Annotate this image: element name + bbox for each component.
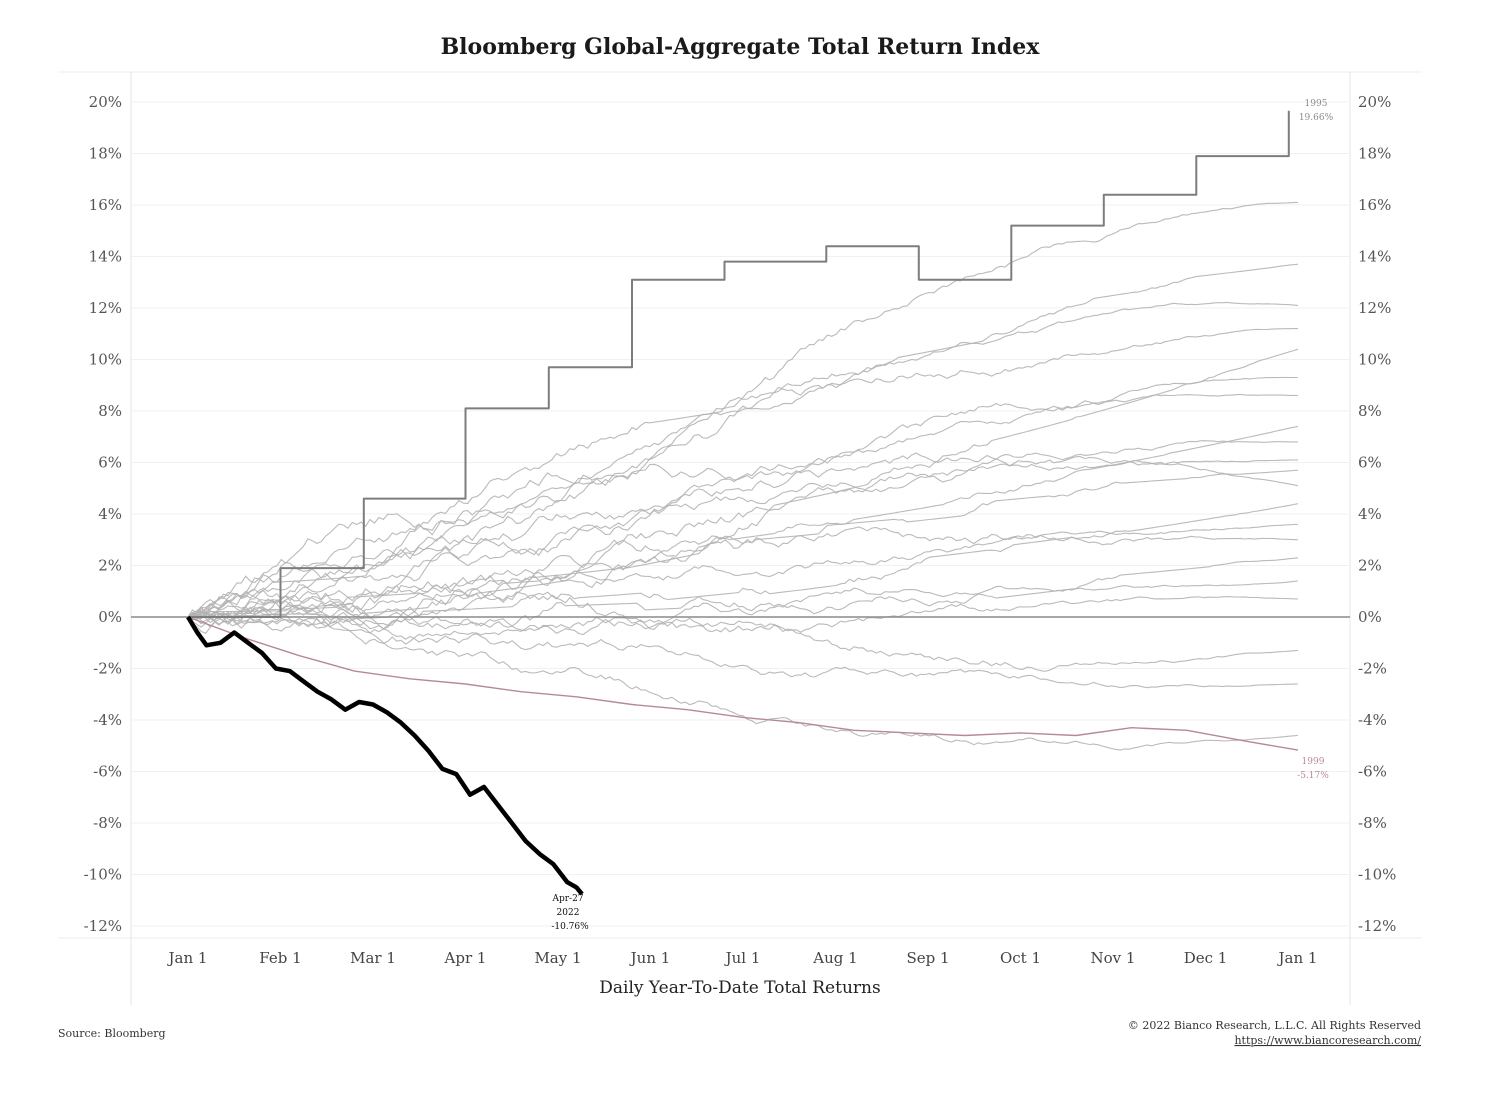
y-tick-label: 4% [1358, 505, 1382, 523]
year-series-line [187, 425, 1299, 628]
x-tick-label: Jan 1 [1277, 949, 1318, 967]
y-tick-label: 18% [1358, 145, 1391, 163]
y-axis-right: 20% 18% 16% 14% 12% 10% 8% 6% 4% 2% 0% -2% -4% -6% -8%… [1358, 93, 1396, 935]
max-year-label: 1995 [1305, 99, 1328, 109]
y-tick-label: -8% [93, 814, 122, 832]
x-axis-title: Daily Year-To-Date Total Returns [599, 978, 880, 998]
y-tick-label: 2% [98, 557, 122, 575]
y-tick-label: 14% [89, 248, 122, 266]
other-years-series [187, 201, 1299, 751]
y-axis-left: 20% 18% 16% 14% 12% 10% 8% 6% 4% 2% 0% -2% -4% -6% -8%… [84, 93, 122, 935]
y-tick-label: 0% [1358, 608, 1382, 626]
y-tick-label: 6% [98, 454, 122, 472]
x-tick-label: Feb 1 [259, 949, 301, 967]
y-tick-label: -10% [84, 866, 122, 884]
x-tick-label: Jun 1 [629, 949, 671, 967]
x-tick-label: Dec 1 [1184, 949, 1228, 967]
x-tick-label: Nov 1 [1091, 949, 1136, 967]
series-1999-line [187, 616, 1299, 751]
chart-frame [58, 71, 1422, 1005]
y-tick-label: 14% [1358, 248, 1391, 266]
named-series [186, 110, 1299, 896]
year-series-line [187, 596, 1299, 645]
x-tick-label: Sep 1 [906, 949, 949, 967]
y-tick-label: -12% [1358, 917, 1396, 935]
current-year-label: 2022 [557, 908, 580, 918]
y-tick-label: 6% [1358, 454, 1382, 472]
year-series-line [187, 503, 1299, 630]
y-tick-label: -8% [1358, 814, 1387, 832]
source-note: Source: Bloomberg [58, 1027, 166, 1040]
year-series-line [187, 440, 1298, 628]
year-series-line [187, 263, 1299, 620]
y-tick-label: -4% [93, 711, 122, 729]
y-tick-label: 16% [89, 196, 122, 214]
y-tick-label: 20% [89, 93, 122, 111]
year-series-line [187, 348, 1299, 634]
year-series-line [187, 456, 1299, 622]
min-year-label: 1999 [1302, 757, 1325, 767]
x-tick-label: Jul 1 [724, 949, 761, 967]
year-series-line [187, 523, 1299, 618]
year-series-line [187, 612, 1299, 689]
year-series-line [187, 557, 1299, 630]
y-tick-label: -10% [1358, 866, 1396, 884]
x-tick-label: Jan 1 [167, 949, 208, 967]
y-tick-label: -12% [84, 917, 122, 935]
y-tick-label: 12% [89, 299, 122, 317]
chart-title: Bloomberg Global-Aggregate Total Return … [441, 34, 1041, 60]
y-tick-label: 2% [1358, 557, 1382, 575]
y-tick-label: 20% [1358, 93, 1391, 111]
year-series-line [187, 328, 1298, 618]
y-tick-label: 10% [1358, 351, 1391, 369]
x-axis: Jan 1 Feb 1 Mar 1 Apr 1 May 1 Jun 1 Jul 1 Aug 1… [167, 949, 1318, 967]
x-tick-label: Aug 1 [812, 949, 857, 967]
max-value-label: 19.66% [1299, 113, 1334, 123]
y-tick-label: -2% [1358, 660, 1387, 678]
x-tick-label: May 1 [534, 949, 581, 967]
year-series-line [187, 393, 1299, 625]
year-series-line [187, 459, 1299, 618]
y-tick-label: 18% [89, 145, 122, 163]
y-tick-label: 10% [89, 351, 122, 369]
copyright-note: © 2022 Bianco Research, L.L.C. All Right… [1128, 1019, 1421, 1032]
year-series-line [187, 591, 1299, 672]
y-tick-label: -4% [1358, 711, 1387, 729]
year-series-line [187, 376, 1298, 618]
min-value-label: -5.17% [1297, 771, 1329, 781]
series-2022-line [186, 615, 584, 896]
x-tick-label: Apr 1 [444, 949, 487, 967]
series-1995-line [188, 110, 1290, 618]
x-tick-label: Oct 1 [1000, 949, 1041, 967]
current-date-label: Apr-27 [551, 894, 583, 904]
y-tick-label: -2% [93, 660, 122, 678]
year-series-line [187, 301, 1299, 618]
current-value-label: -10.76% [551, 922, 589, 932]
x-tick-label: Mar 1 [350, 949, 396, 967]
y-tick-label: 12% [1358, 299, 1391, 317]
y-tick-label: 8% [98, 402, 122, 420]
year-series-line [187, 615, 1299, 751]
y-tick-label: 16% [1358, 196, 1391, 214]
y-tick-label: -6% [1358, 763, 1387, 781]
y-tick-label: -6% [93, 763, 122, 781]
year-series-line [187, 526, 1299, 629]
year-series-line [187, 201, 1299, 621]
website-link[interactable]: https://www.biancoresearch.com/ [1234, 1034, 1421, 1047]
y-tick-label: 0% [98, 608, 122, 626]
y-tick-label: 4% [98, 505, 122, 523]
y-tick-label: 8% [1358, 402, 1382, 420]
